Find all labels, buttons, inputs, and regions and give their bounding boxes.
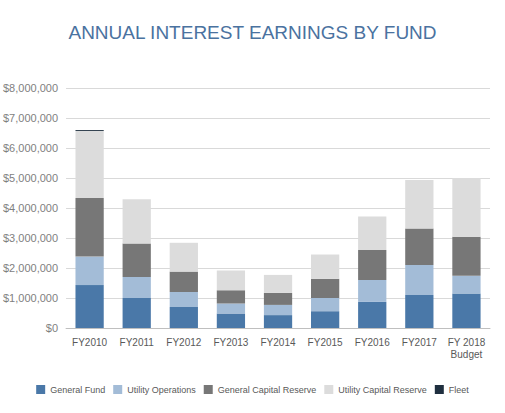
- svg-text:FY2016: FY2016: [355, 337, 390, 348]
- svg-text:General Capital Reserve: General Capital Reserve: [218, 385, 317, 395]
- svg-text:FY2011: FY2011: [120, 337, 155, 348]
- svg-text:$4,000,000: $4,000,000: [3, 202, 58, 214]
- svg-text:Utility Capital Reserve: Utility Capital Reserve: [338, 385, 427, 395]
- svg-text:ANNUAL INTEREST EARNINGS BY FU: ANNUAL INTEREST EARNINGS BY FUND: [68, 22, 436, 43]
- svg-text:Fleet: Fleet: [449, 385, 470, 395]
- svg-text:$8,000,000: $8,000,000: [3, 82, 58, 94]
- svg-text:$1,000,000: $1,000,000: [3, 292, 58, 304]
- svg-text:$7,000,000: $7,000,000: [3, 112, 58, 124]
- svg-text:FY2015: FY2015: [308, 337, 343, 348]
- svg-text:FY2012: FY2012: [166, 337, 201, 348]
- svg-text:General Fund: General Fund: [50, 385, 105, 395]
- svg-text:Utility Operations: Utility Operations: [127, 385, 196, 395]
- svg-text:FY2013: FY2013: [213, 337, 248, 348]
- svg-text:FY 2018: FY 2018: [448, 337, 486, 348]
- svg-text:$5,000,000: $5,000,000: [3, 172, 58, 184]
- svg-text:FY2014: FY2014: [261, 337, 296, 348]
- svg-text:$0: $0: [46, 322, 58, 334]
- svg-text:FY2017: FY2017: [402, 337, 437, 348]
- svg-text:$2,000,000: $2,000,000: [3, 262, 58, 274]
- svg-text:Budget: Budget: [451, 349, 483, 360]
- svg-text:$3,000,000: $3,000,000: [3, 232, 58, 244]
- svg-text:$6,000,000: $6,000,000: [3, 142, 58, 154]
- svg-text:FY2010: FY2010: [72, 337, 107, 348]
